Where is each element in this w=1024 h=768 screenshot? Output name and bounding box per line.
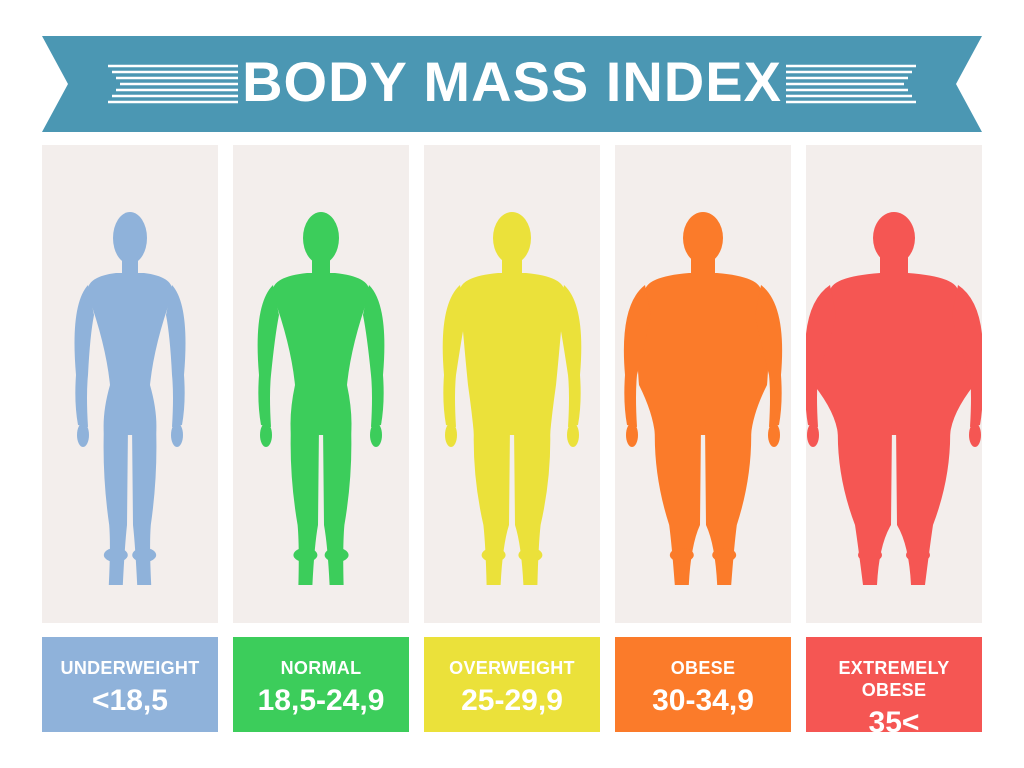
label-normal: NORMAL 18,5-24,9 [233,637,409,732]
panel-extremely-obese [806,145,982,623]
category-name: OBESE [670,658,736,678]
label-extremely-obese: EXTREMELY OBESE 35< [806,637,982,739]
panel-obese [615,145,791,623]
ribbon-shape [42,36,982,132]
category-name: NORMAL [280,658,362,678]
category-range: <18,5 [92,684,168,717]
extremely-obese-figure-icon [806,212,982,585]
panel-underweight [42,145,218,623]
category-range: 25-29,9 [461,684,563,717]
category-range: 18,5-24,9 [257,684,385,717]
right-speed-lines [786,64,916,104]
panel-normal [233,145,409,623]
category-range: 30-34,9 [652,684,754,717]
category-range: 35< [868,706,920,739]
normal-figure-icon [257,212,385,585]
panel-overweight [424,145,600,623]
overweight-figure-icon [442,212,582,585]
slim-figure-icon [74,212,186,585]
category-name: UNDERWEIGHT [60,658,200,678]
left-speed-lines [108,64,238,104]
page-title: BODY MASS INDEX [242,50,782,113]
label-underweight: UNDERWEIGHT <18,5 [42,637,218,732]
obese-figure-icon [623,212,783,585]
title-banner: BODY MASS INDEX [0,0,1024,140]
label-overweight: OVERWEIGHT 25-29,9 [424,637,600,732]
label-obese: OBESE 30-34,9 [615,637,791,732]
category-name: EXTREMELY OBESE [838,658,950,700]
category-name: OVERWEIGHT [449,658,575,678]
